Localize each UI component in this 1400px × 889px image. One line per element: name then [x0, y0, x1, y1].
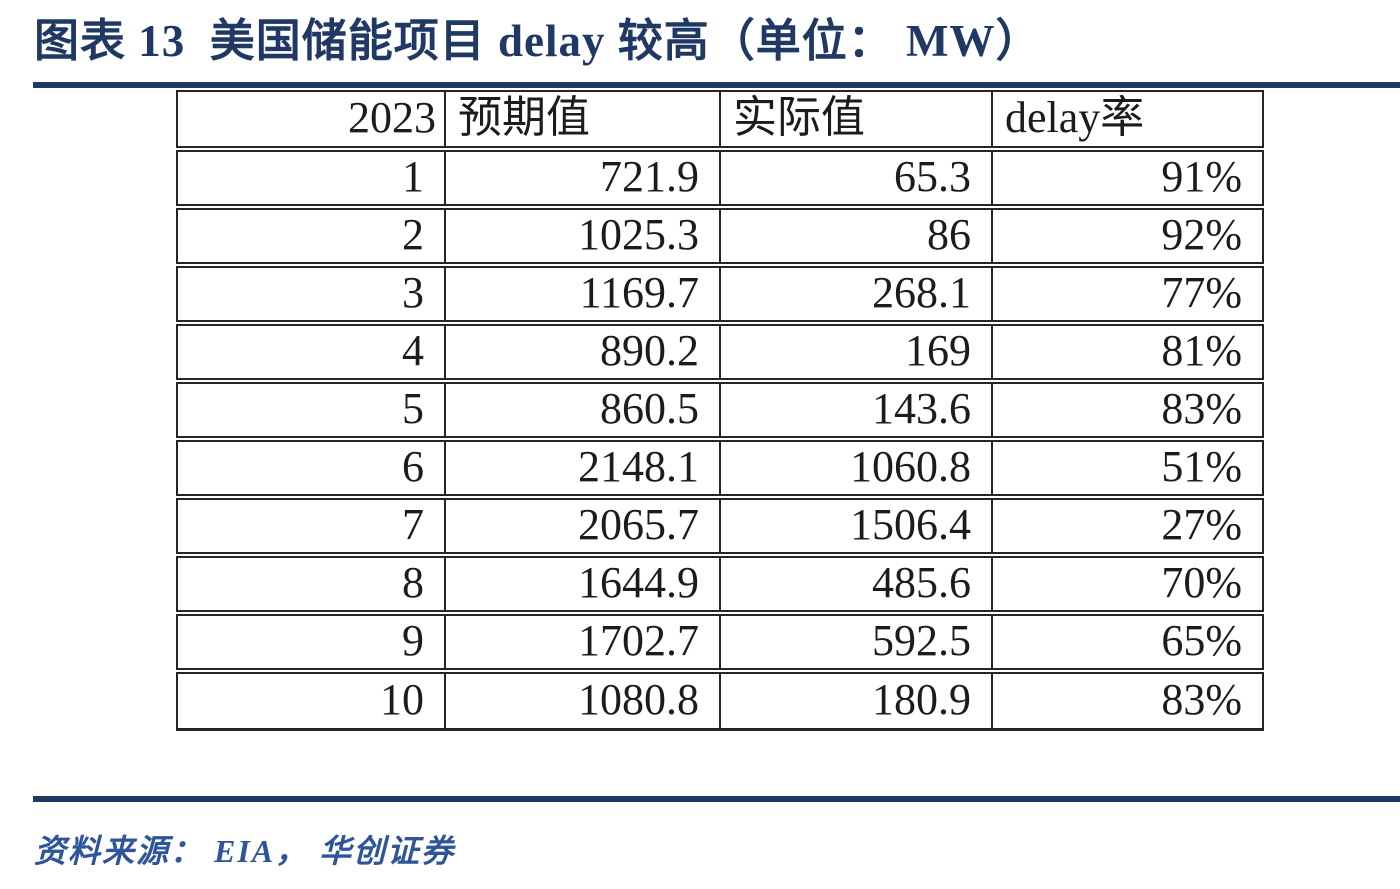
- table-cell-expected: 1702.7: [444, 613, 721, 674]
- table-cell-expected: 1644.9: [444, 555, 721, 616]
- data-table-container: 2023 预期值 实际值 delay率 1 721.9 65.3 91% 2 1025.3…: [176, 90, 1264, 731]
- table-cell-expected: 2148.1: [444, 439, 721, 500]
- table-cell-actual: 65.3: [719, 149, 993, 210]
- table-cell-actual: 1060.8: [719, 439, 993, 500]
- table-cell-actual: 485.6: [719, 555, 993, 616]
- table-cell-expected: 721.9: [444, 149, 721, 210]
- table-cell-expected: 1169.7: [444, 265, 721, 326]
- table-cell-expected: 860.5: [444, 381, 721, 442]
- table-row: 5 860.5 143.6 83%: [176, 381, 1264, 442]
- table-header-row: 2023 预期值 实际值 delay率: [176, 90, 1264, 152]
- table-cell-delay-rate: 83%: [991, 381, 1264, 442]
- table-cell-month: 1: [176, 149, 446, 210]
- table-cell-actual: 592.5: [719, 613, 993, 674]
- table-row: 2 1025.3 86 92%: [176, 207, 1264, 268]
- table-cell-delay-rate: 27%: [991, 497, 1264, 558]
- table-body: 1 721.9 65.3 91% 2 1025.3 86 92% 3 1169.7 268.1 77%…: [176, 149, 1264, 731]
- figure-title: 图表 13 美国储能项目 delay 较高（单位： MW）: [34, 16, 1042, 66]
- table-cell-delay-rate: 83%: [991, 671, 1264, 731]
- table-row: 3 1169.7 268.1 77%: [176, 265, 1264, 326]
- column-header-delay-rate: delay率: [991, 90, 1264, 152]
- column-header-expected: 预期值: [444, 90, 721, 152]
- table-cell-delay-rate: 91%: [991, 149, 1264, 210]
- table-row: 6 2148.1 1060.8 51%: [176, 439, 1264, 500]
- data-table: 2023 预期值 实际值 delay率 1 721.9 65.3 91% 2 1025.3…: [176, 90, 1264, 731]
- table-cell-delay-rate: 92%: [991, 207, 1264, 268]
- table-row: 7 2065.7 1506.4 27%: [176, 497, 1264, 558]
- table-cell-delay-rate: 77%: [991, 265, 1264, 326]
- column-header-actual: 实际值: [719, 90, 993, 152]
- table-cell-actual: 169: [719, 323, 993, 384]
- table-cell-expected: 1025.3: [444, 207, 721, 268]
- table-cell-delay-rate: 81%: [991, 323, 1264, 384]
- table-cell-month: 7: [176, 497, 446, 558]
- table-cell-delay-rate: 70%: [991, 555, 1264, 616]
- table-cell-actual: 86: [719, 207, 993, 268]
- source-note: 资料来源： EIA， 华创证券: [34, 833, 456, 869]
- table-cell-actual: 1506.4: [719, 497, 993, 558]
- table-cell-expected: 890.2: [444, 323, 721, 384]
- table-cell-month: 10: [176, 671, 446, 731]
- table-row: 9 1702.7 592.5 65%: [176, 613, 1264, 674]
- title-divider-rule: [33, 82, 1400, 88]
- table-row: 8 1644.9 485.6 70%: [176, 555, 1264, 616]
- table-cell-actual: 143.6: [719, 381, 993, 442]
- table-cell-expected: 2065.7: [444, 497, 721, 558]
- table-cell-month: 9: [176, 613, 446, 674]
- column-header-year: 2023: [176, 90, 446, 152]
- table-row: 10 1080.8 180.9 83%: [176, 671, 1264, 731]
- table-row: 1 721.9 65.3 91%: [176, 149, 1264, 210]
- table-cell-month: 3: [176, 265, 446, 326]
- table-cell-month: 5: [176, 381, 446, 442]
- table-cell-delay-rate: 65%: [991, 613, 1264, 674]
- table-cell-month: 2: [176, 207, 446, 268]
- table-cell-actual: 268.1: [719, 265, 993, 326]
- table-bottom-divider-rule: [33, 796, 1400, 802]
- table-cell-month: 4: [176, 323, 446, 384]
- table-cell-expected: 1080.8: [444, 671, 721, 731]
- table-row: 4 890.2 169 81%: [176, 323, 1264, 384]
- table-cell-month: 6: [176, 439, 446, 500]
- table-cell-delay-rate: 51%: [991, 439, 1264, 500]
- table-cell-month: 8: [176, 555, 446, 616]
- table-cell-actual: 180.9: [719, 671, 993, 731]
